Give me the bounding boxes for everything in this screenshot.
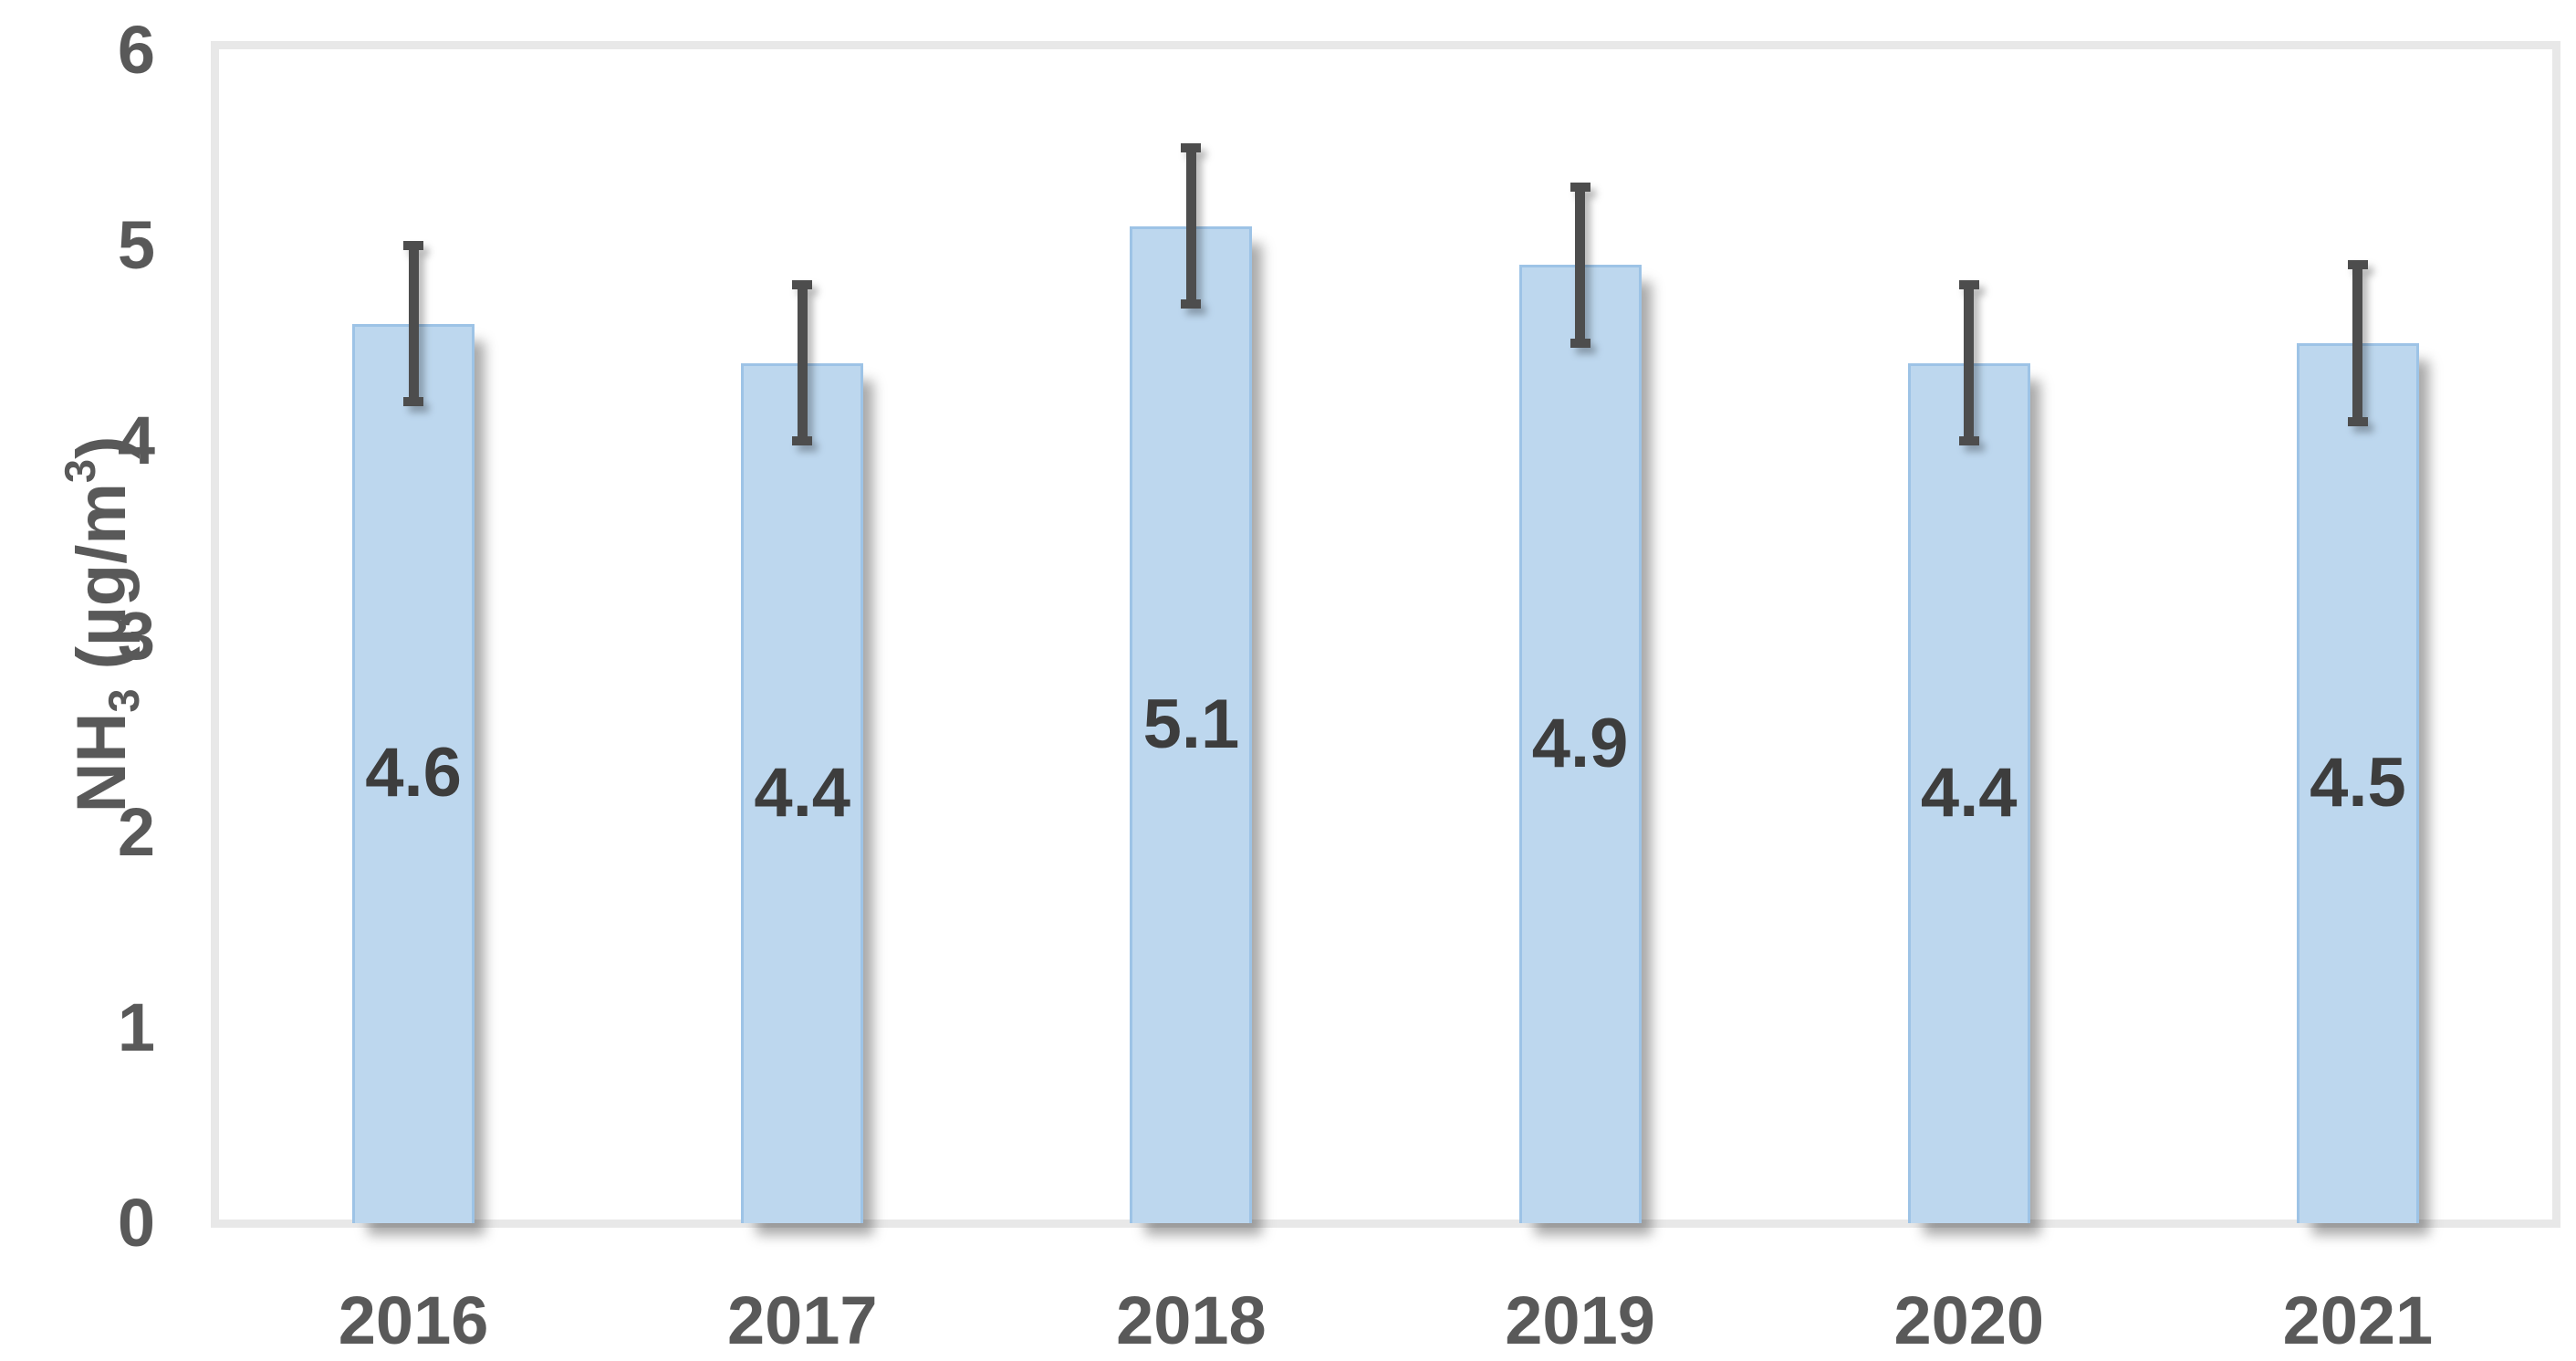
bar-2021 (2296, 343, 2419, 1223)
bar-2017 (741, 362, 864, 1223)
error-bar-line (2352, 265, 2363, 422)
error-bar-line (1575, 186, 1586, 344)
error-bar-cap-top (1570, 182, 1590, 192)
error-bar-cap-bottom (403, 397, 424, 407)
x-axis-label-2019: 2019 (1505, 1282, 1655, 1358)
error-bar-cap-bottom (1570, 339, 1590, 349)
error-bar-line (1964, 284, 1975, 442)
error-bar-cap-bottom (2347, 416, 2368, 426)
y-axis-tick-label-1: 1 (117, 989, 155, 1065)
error-bar-cap-top (792, 279, 813, 289)
error-bar-cap-top (403, 241, 424, 250)
error-bar-cap-top (1958, 279, 1979, 289)
x-axis-label-2020: 2020 (1893, 1282, 2045, 1358)
x-axis-label-2021: 2021 (2282, 1282, 2434, 1358)
y-axis-tick-label-0: 0 (117, 1185, 155, 1261)
x-axis-label-2018: 2018 (1116, 1282, 1267, 1358)
bar-2019 (1518, 265, 1642, 1223)
data-label-2017: 4.4 (754, 753, 851, 832)
x-axis-label-2017: 2017 (726, 1282, 878, 1358)
bar-2018 (1130, 225, 1253, 1223)
y-axis-title-part: 3 (99, 688, 148, 713)
y-axis-tick-label-2: 2 (117, 793, 155, 870)
data-label-2020: 4.4 (1920, 753, 2018, 832)
y-axis-tick-label-5: 5 (117, 207, 155, 283)
data-label-2019: 4.9 (1531, 705, 1629, 783)
error-bar-cap-bottom (1958, 436, 1979, 446)
error-bar-line (408, 246, 419, 403)
x-axis-label-2016: 2016 (338, 1282, 489, 1358)
error-bar-cap-top (2347, 260, 2368, 270)
data-label-2021: 4.5 (2310, 744, 2406, 822)
data-label-2018: 5.1 (1142, 685, 1240, 763)
data-label-2016: 4.6 (365, 734, 462, 812)
error-bar-cap-bottom (792, 436, 813, 446)
plot-area (211, 41, 2560, 1228)
error-bar-cap-bottom (1181, 299, 1202, 309)
bar-2016 (352, 323, 475, 1223)
error-bar-line (797, 284, 808, 442)
y-axis-tick-label-4: 4 (117, 403, 155, 479)
error-bar-cap-top (1181, 142, 1202, 152)
error-bar-line (1185, 147, 1196, 305)
bar-2020 (1907, 362, 2030, 1223)
y-axis-tick-label-6: 6 (117, 11, 155, 88)
y-axis-tick-label-3: 3 (117, 598, 155, 675)
